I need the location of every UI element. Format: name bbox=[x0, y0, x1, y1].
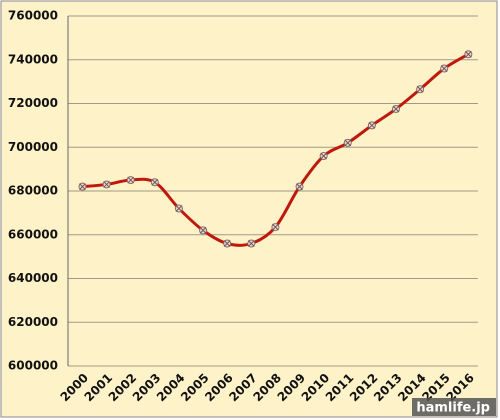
y-tick-label: 720000 bbox=[8, 96, 58, 110]
marker bbox=[102, 180, 111, 189]
marker bbox=[199, 226, 208, 235]
watermark-bg bbox=[412, 398, 496, 416]
marker bbox=[367, 121, 376, 130]
marker bbox=[416, 85, 425, 94]
marker bbox=[464, 50, 473, 59]
marker-cross bbox=[247, 240, 255, 247]
watermark: hamlife.jp bbox=[416, 401, 490, 416]
marker bbox=[247, 239, 256, 248]
marker-cross bbox=[464, 50, 472, 58]
y-tick-label: 700000 bbox=[8, 140, 58, 154]
marker-cross bbox=[440, 65, 448, 72]
marker bbox=[223, 239, 232, 248]
marker-cross bbox=[175, 205, 183, 212]
marker bbox=[319, 152, 328, 160]
marker-cross bbox=[296, 183, 303, 190]
marker-cross bbox=[368, 122, 376, 129]
marker bbox=[392, 104, 400, 113]
marker bbox=[440, 64, 449, 73]
marker bbox=[343, 138, 352, 147]
y-tick-label: 660000 bbox=[8, 227, 58, 241]
y-tick-label: 600000 bbox=[8, 359, 58, 373]
y-tick-label: 760000 bbox=[8, 9, 58, 23]
marker bbox=[295, 182, 304, 191]
marker bbox=[174, 204, 183, 213]
marker-cross bbox=[344, 139, 352, 147]
marker-cross bbox=[223, 240, 231, 247]
marker-cross bbox=[199, 227, 207, 234]
marker-cross bbox=[392, 105, 400, 113]
y-tick-label: 740000 bbox=[8, 52, 58, 66]
y-tick-label: 620000 bbox=[8, 315, 58, 329]
marker-cross bbox=[103, 181, 110, 188]
marker bbox=[271, 223, 280, 232]
marker-cross bbox=[79, 183, 86, 190]
y-tick-label: 680000 bbox=[8, 184, 58, 198]
marker-cross bbox=[272, 223, 279, 231]
marker bbox=[150, 178, 159, 187]
marker bbox=[126, 176, 135, 185]
marker-cross bbox=[151, 178, 159, 186]
marker bbox=[78, 182, 87, 191]
marker-cross bbox=[127, 176, 135, 184]
y-tick-label: 640000 bbox=[8, 271, 58, 285]
marker-cross bbox=[416, 85, 424, 93]
marker-cross bbox=[320, 152, 328, 160]
